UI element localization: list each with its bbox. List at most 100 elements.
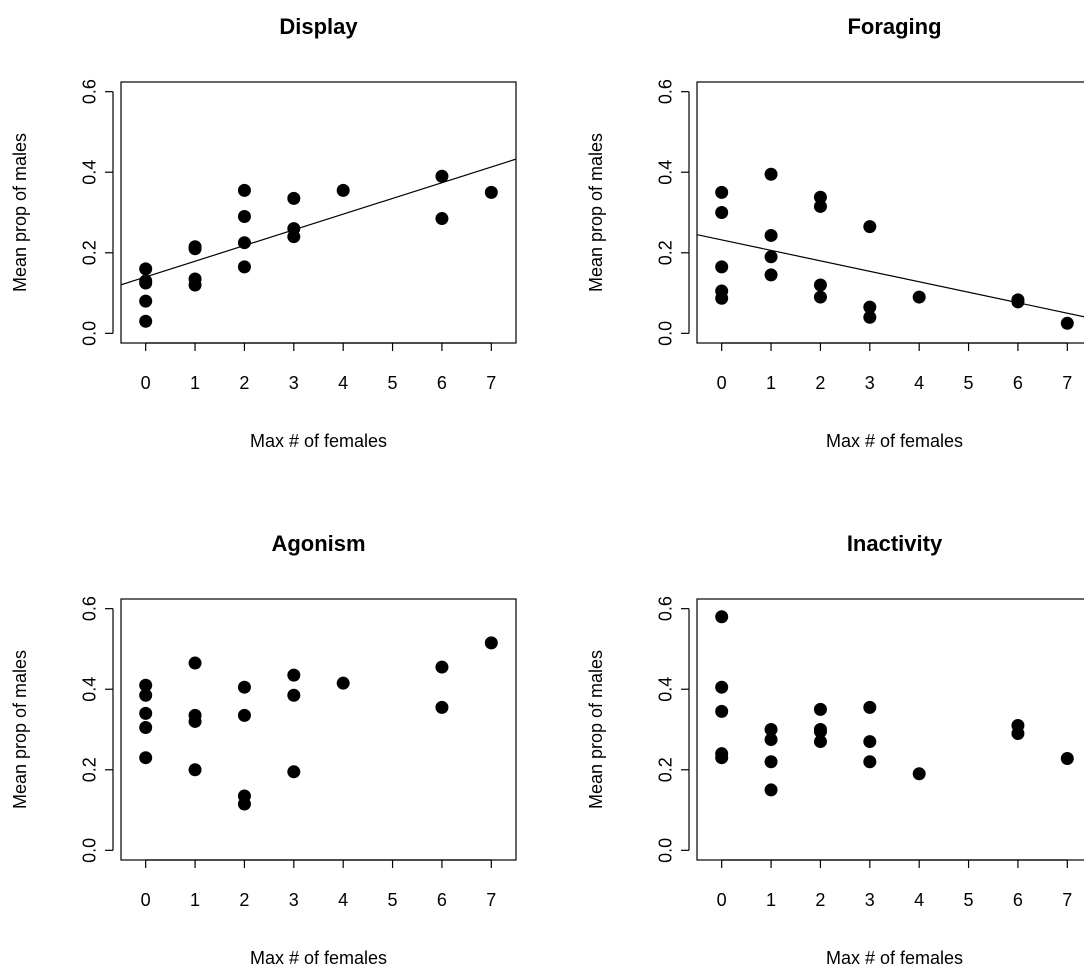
point <box>715 751 729 765</box>
x-axis-label: Max # of females <box>250 431 387 451</box>
point <box>863 310 877 324</box>
point <box>287 668 301 682</box>
point <box>287 191 301 205</box>
panel: Agonism Max # of females Mean prop of male… <box>10 531 517 968</box>
point <box>813 190 827 204</box>
y-tick-label: 0.4 <box>80 677 100 702</box>
panel: Foraging Max # of females Mean prop of mal… <box>586 14 1084 451</box>
point <box>139 276 153 290</box>
y-tick-label: 0.0 <box>80 838 100 863</box>
plot-box <box>120 81 517 344</box>
point <box>715 610 729 624</box>
point <box>813 702 827 716</box>
x-tick-label: 6 <box>1013 890 1023 910</box>
y-axis-label: Mean prop of males <box>10 133 30 292</box>
point <box>715 206 729 219</box>
x-tick-label: 5 <box>964 890 974 910</box>
point <box>764 723 778 736</box>
point <box>188 763 202 777</box>
point <box>863 735 877 749</box>
x-tick-label: 6 <box>437 890 447 910</box>
y-tick-label: 0.4 <box>80 160 100 185</box>
x-tick-label: 4 <box>914 373 924 393</box>
point <box>139 678 153 692</box>
point <box>435 700 449 714</box>
x-tick-label: 0 <box>141 890 151 910</box>
x-tick-label: 2 <box>239 373 249 393</box>
point <box>764 733 778 747</box>
point <box>813 290 827 304</box>
point <box>139 294 153 308</box>
x-tick-label: 3 <box>289 890 299 910</box>
point <box>287 230 301 244</box>
point <box>764 228 778 242</box>
y-tick-label: 0.0 <box>656 321 676 346</box>
x-tick-label: 7 <box>1062 890 1072 910</box>
x-tick-label: 0 <box>717 373 727 393</box>
x-tick-label: 6 <box>437 373 447 393</box>
x-tick-label: 1 <box>190 373 200 393</box>
plot-box <box>120 598 517 861</box>
y-axis-label: Mean prop of males <box>586 650 606 809</box>
x-tick-label: 1 <box>190 890 200 910</box>
point <box>435 212 449 226</box>
panel-title: Display <box>279 14 358 39</box>
x-tick-label: 3 <box>289 373 299 393</box>
point <box>237 183 251 197</box>
point <box>764 783 778 797</box>
x-tick-label: 4 <box>338 890 348 910</box>
point <box>1011 727 1025 741</box>
point <box>287 765 301 779</box>
point <box>484 185 498 199</box>
point <box>139 706 153 720</box>
point <box>863 300 877 314</box>
x-tick-label: 7 <box>486 373 496 393</box>
y-tick-label: 0.6 <box>656 596 676 621</box>
y-tick-label: 0.0 <box>80 321 100 346</box>
point <box>188 242 202 256</box>
x-tick-label: 2 <box>815 373 825 393</box>
point <box>1011 295 1025 309</box>
y-axis-label: Mean prop of males <box>586 133 606 292</box>
x-axis-label: Max # of females <box>250 948 387 968</box>
point <box>715 704 729 718</box>
x-tick-label: 7 <box>486 890 496 910</box>
x-tick-label: 0 <box>717 890 727 910</box>
point <box>912 767 926 781</box>
x-tick-label: 1 <box>766 890 776 910</box>
point <box>237 708 251 722</box>
y-tick-label: 0.6 <box>80 596 100 621</box>
point <box>287 688 301 702</box>
point <box>435 169 449 183</box>
point <box>715 291 729 305</box>
x-tick-label: 5 <box>388 373 398 393</box>
x-tick-label: 5 <box>388 890 398 910</box>
x-tick-label: 3 <box>865 890 875 910</box>
point <box>237 236 251 250</box>
y-tick-label: 0.2 <box>656 240 676 265</box>
point <box>715 185 729 199</box>
point <box>764 268 778 282</box>
x-tick-label: 1 <box>766 373 776 393</box>
x-tick-label: 6 <box>1013 373 1023 393</box>
point <box>813 199 827 213</box>
x-tick-label: 2 <box>815 890 825 910</box>
point <box>336 183 350 197</box>
point <box>813 735 827 749</box>
point <box>764 167 778 181</box>
point <box>1060 316 1074 330</box>
point <box>188 278 202 292</box>
y-tick-label: 0.0 <box>656 838 676 863</box>
panel: Display Max # of females Mean prop of male… <box>10 14 517 451</box>
point <box>863 755 877 769</box>
x-tick-label: 4 <box>914 890 924 910</box>
y-tick-label: 0.6 <box>80 79 100 104</box>
y-tick-label: 0.4 <box>656 677 676 702</box>
point <box>139 688 153 702</box>
point <box>813 278 827 292</box>
point <box>139 751 153 765</box>
panel-title: Agonism <box>271 531 365 556</box>
x-tick-label: 3 <box>865 373 875 393</box>
